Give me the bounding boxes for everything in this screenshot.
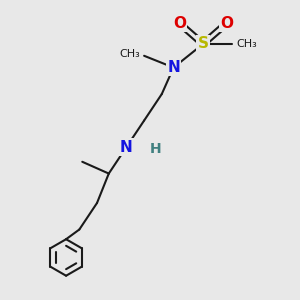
Text: CH₃: CH₃	[119, 49, 140, 59]
Text: S: S	[197, 37, 208, 52]
Text: CH₃: CH₃	[236, 39, 257, 49]
Text: O: O	[173, 16, 186, 31]
Text: H: H	[150, 142, 162, 155]
Text: O: O	[220, 16, 233, 31]
Text: N: N	[120, 140, 133, 154]
Text: N: N	[167, 60, 180, 75]
